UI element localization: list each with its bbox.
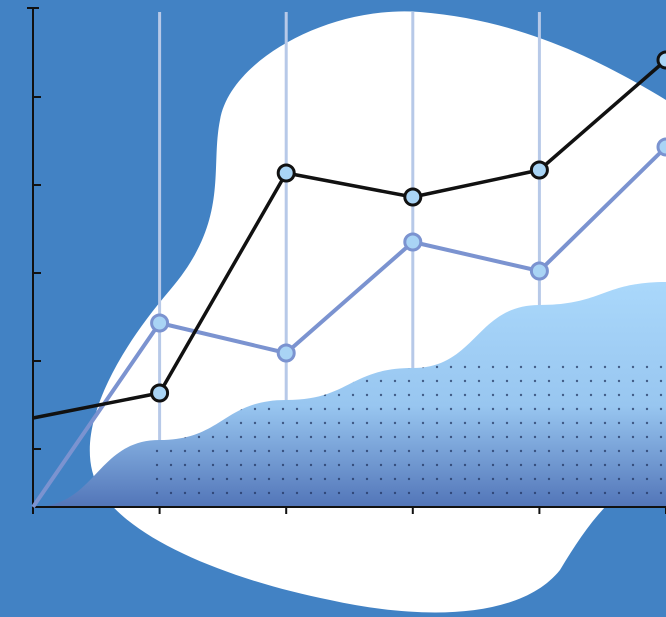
point <box>150 313 170 333</box>
point <box>529 261 549 281</box>
point <box>276 343 296 363</box>
point <box>656 50 666 70</box>
line <box>31 145 666 509</box>
point <box>276 163 296 183</box>
point <box>656 137 666 157</box>
point <box>150 383 170 403</box>
line <box>32 58 666 420</box>
point <box>529 160 549 180</box>
point <box>403 232 423 252</box>
point <box>403 187 423 207</box>
